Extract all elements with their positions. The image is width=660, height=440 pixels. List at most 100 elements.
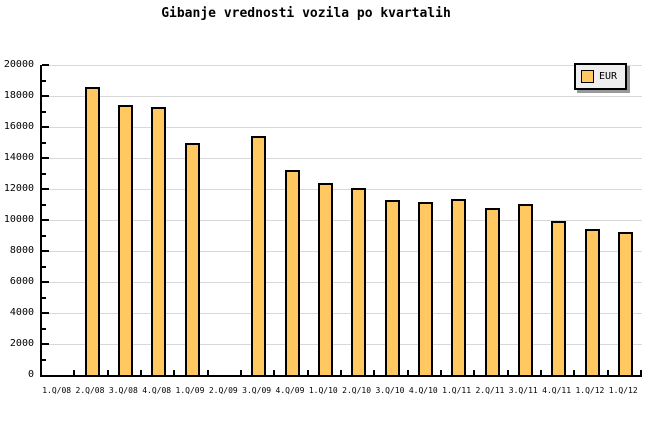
x-tick-13 [473,370,476,375]
x-axis-label-9: 1.Q/10 [308,386,338,395]
y-minor-tick-15000 [42,141,46,144]
y-axis-label-0: 0 [27,369,34,380]
chart-title: Gibanje vrednosti vozila po kvartalih [161,6,451,21]
bar-2.Q/10 [351,188,367,375]
bar-4.Q/10 [417,202,433,375]
y-axis-label-4000: 4000 [9,307,34,318]
bar-1.Q/09 [184,142,200,375]
x-axis-label-10: 2.Q/10 [342,386,372,395]
x-tick-6 [240,370,242,375]
bar-4.Q/08 [151,106,167,375]
gridline-6000 [42,282,642,283]
legend-series-swatch-icon [581,70,594,83]
bar-4.Q/09 [284,169,300,375]
x-tick-17 [606,370,609,375]
y-minor-tick-1000 [42,358,46,361]
bar-1.Q/12 [617,232,633,375]
y-axis-label-6000: 6000 [9,276,34,287]
x-axis-label-8: 4.Q/09 [275,386,305,395]
y-major-tick-14000 [42,157,49,159]
y-axis-label-12000: 12000 [3,183,34,194]
x-tick-8 [306,370,309,375]
x-tick-12 [440,370,442,375]
x-axis-label-4: 4.Q/08 [142,386,172,395]
legend: EUR [574,63,627,90]
y-axis-label-16000: 16000 [3,121,34,132]
x-tick-11 [406,370,409,375]
y-minor-tick-17000 [42,110,46,113]
x-tick-14 [506,370,509,375]
legend-series-label: EUR [599,70,618,82]
y-major-tick-6000 [42,281,49,283]
bar-1.Q/12 [584,229,600,375]
gridline-14000 [42,158,642,159]
gridline-2000 [42,344,642,345]
y-axis-label-18000: 18000 [3,90,34,101]
y-axis-label-14000: 14000 [3,152,34,163]
y-minor-tick-7000 [42,265,46,268]
y-axis-label-8000: 8000 [9,245,34,256]
bar-1.Q/11 [451,199,467,375]
gridline-8000 [42,251,642,252]
bar-4.Q/11 [551,220,567,375]
x-axis-label-11: 3.Q/10 [375,386,405,395]
x-axis-label-17: 1.Q/12 [575,386,605,395]
x-axis-label-13: 1.Q/11 [442,386,472,395]
x-tick-5 [206,370,209,375]
x-axis-label-12: 4.Q/10 [408,386,438,395]
x-axis-label-1: 1.Q/08 [42,386,72,395]
gridline-4000 [42,313,642,314]
gridline-18000 [42,96,642,97]
x-axis-label-15: 3.Q/11 [508,386,538,395]
bar-3.Q/08 [117,104,133,375]
y-minor-tick-9000 [42,234,46,237]
y-minor-tick-19000 [42,79,46,82]
x-axis-label-6: 2.Q/09 [208,386,238,395]
y-major-tick-2000 [42,343,49,345]
x-axis-label-16: 4.Q/11 [542,386,572,395]
y-axis-label-2000: 2000 [9,338,34,349]
bar-2.Q/11 [484,207,500,375]
x-tick-1 [73,370,76,375]
x-tick-9 [340,370,342,375]
x-axis-label-14: 2.Q/11 [475,386,505,395]
gridline-16000 [42,127,642,128]
x-axis-label-3: 3.Q/08 [108,386,138,395]
gridline-20000 [42,65,642,66]
y-major-tick-10000 [42,219,49,221]
y-major-tick-12000 [42,188,49,190]
x-axis-label-18: 1.Q/12 [608,386,638,395]
y-minor-tick-5000 [42,296,46,299]
gridline-10000 [42,220,642,221]
bar-1.Q/10 [317,182,333,375]
plot-area [40,64,642,377]
y-axis-labels: 0 2000 4000 6000 8000 10000 12000 14000 16000 180… [0,60,34,380]
x-tick-18 [640,370,642,375]
gridline-12000 [42,189,642,190]
y-major-tick-18000 [42,95,49,97]
x-tick-7 [273,370,276,375]
y-major-tick-16000 [42,126,49,128]
bar-3.Q/10 [384,199,400,375]
bar-2.Q/08 [84,86,100,375]
x-axis-label-5: 1.Q/09 [175,386,205,395]
x-tick-15 [540,370,542,375]
y-major-tick-20000 [42,64,49,66]
x-tick-3 [140,370,142,375]
bar-3.Q/11 [517,203,533,375]
x-tick-10 [373,370,376,375]
y-axis-label-10000: 10000 [3,214,34,225]
x-axis-label-7: 3.Q/09 [242,386,272,395]
x-axis-labels: 1.Q/08 2.Q/08 3.Q/08 4.Q/08 1.Q/09 2.Q/09 3.Q/… [40,386,640,395]
x-tick-16 [573,370,576,375]
bar-3.Q/09 [251,135,267,375]
x-tick-2 [106,370,109,375]
y-minor-tick-11000 [42,203,46,206]
y-axis-label-20000: 20000 [3,59,34,70]
y-major-tick-8000 [42,250,49,252]
x-tick-4 [173,370,176,375]
y-major-tick-4000 [42,312,49,314]
y-minor-tick-13000 [42,172,46,175]
x-axis-label-2: 2.Q/08 [75,386,105,395]
